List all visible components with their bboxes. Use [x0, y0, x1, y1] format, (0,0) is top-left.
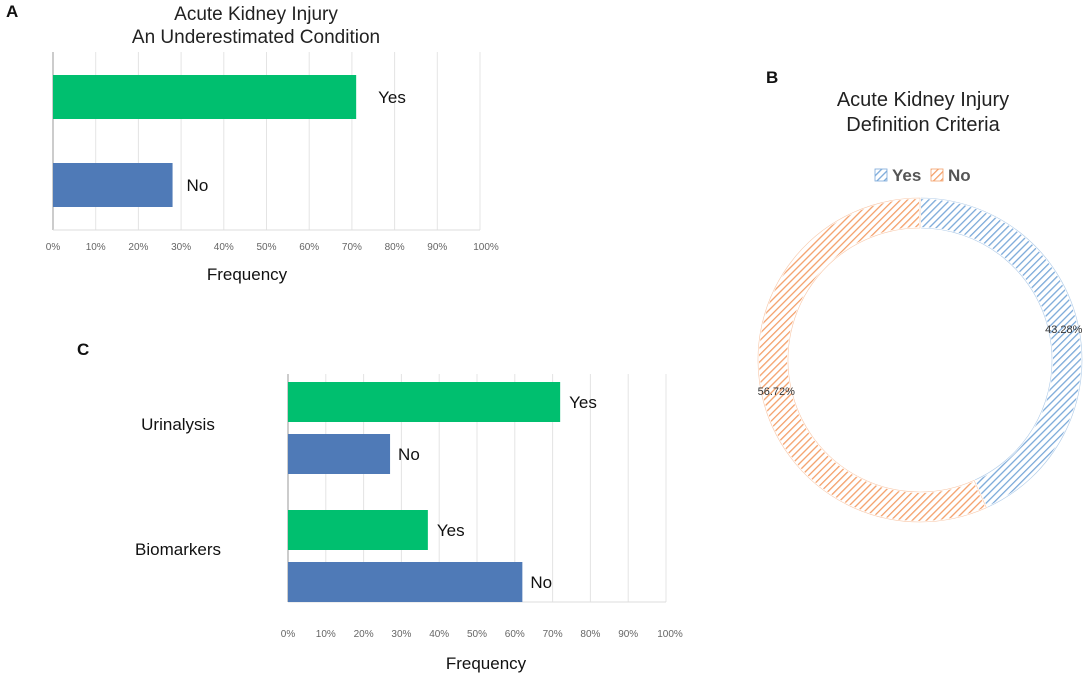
x-tick-label: 90%	[427, 242, 447, 253]
x-axis-title: Frequency	[446, 654, 527, 673]
data-label: No	[187, 176, 209, 195]
x-tick-label: 20%	[354, 629, 374, 640]
chart-title-line-1: Acute Kidney Injury	[837, 89, 1009, 111]
chart-b: Acute Kidney Injury Definition Criteria Ye…	[757, 89, 1083, 523]
x-tick-label: 0%	[46, 242, 61, 253]
bar-biomarkers-no	[288, 562, 523, 602]
donut-slice-yes	[919, 196, 1083, 510]
chart-title-line-2: An Underestimated Condition	[132, 27, 380, 48]
data-label: No	[530, 573, 552, 592]
chart-a: 0% 10% 20% 30% 40% 50% 60% 70% 80% 90% 100% Acute K…	[46, 4, 499, 284]
slice-value-label: 56.72%	[758, 386, 796, 398]
slice-value-label: 43.28%	[1045, 324, 1083, 336]
data-label: Yes	[569, 393, 597, 412]
chart-c: 0% 10% 20% 30% 40% 50% 60% 70% 80% 90% 100% Urinaly…	[135, 374, 683, 673]
data-label: Yes	[378, 88, 406, 107]
data-label: No	[398, 445, 420, 464]
bar-no	[53, 163, 173, 207]
x-tick-label: 30%	[391, 629, 411, 640]
x-tick-label: 50%	[256, 242, 276, 253]
x-tick-label: 90%	[618, 629, 638, 640]
bar-urinalysis-yes	[288, 382, 561, 422]
x-tick-label: 80%	[580, 629, 600, 640]
x-axis-title: Frequency	[207, 265, 288, 284]
x-tick-label: 10%	[316, 629, 336, 640]
chart-title-line-1: Acute Kidney Injury	[174, 4, 338, 25]
legend-swatch-no	[930, 168, 944, 182]
x-tick-label: 10%	[86, 242, 106, 253]
x-tick-label: 40%	[429, 629, 449, 640]
x-tick-label: 60%	[505, 629, 525, 640]
x-tick-label: 30%	[171, 242, 191, 253]
x-tick-label: 60%	[299, 242, 319, 253]
x-tick-label: 40%	[214, 242, 234, 253]
panel-a-label: A	[6, 2, 19, 21]
x-tick-label: 70%	[342, 242, 362, 253]
legend-label-no: No	[948, 166, 971, 185]
x-tick-label: 0%	[281, 629, 296, 640]
x-tick-label: 50%	[467, 629, 487, 640]
x-tick-label: 100%	[657, 629, 683, 640]
donut-slice-no	[757, 196, 988, 523]
group-label: Urinalysis	[141, 415, 215, 434]
data-label: Yes	[437, 521, 465, 540]
bar-biomarkers-yes	[288, 510, 428, 550]
chart-title-line-2: Definition Criteria	[846, 114, 1000, 136]
bar-urinalysis-no	[288, 434, 391, 474]
x-tick-label: 100%	[473, 242, 499, 253]
panel-b-label: B	[766, 68, 779, 87]
x-tick-label: 70%	[543, 629, 563, 640]
bar-yes	[53, 75, 357, 119]
x-tick-label: 80%	[385, 242, 405, 253]
donut-slice-outline	[757, 197, 987, 523]
legend-swatch-yes	[874, 168, 888, 182]
group-label: Biomarkers	[135, 540, 221, 559]
legend-label-yes: Yes	[892, 166, 921, 185]
panel-c-label: C	[77, 340, 90, 359]
x-tick-label: 20%	[128, 242, 148, 253]
